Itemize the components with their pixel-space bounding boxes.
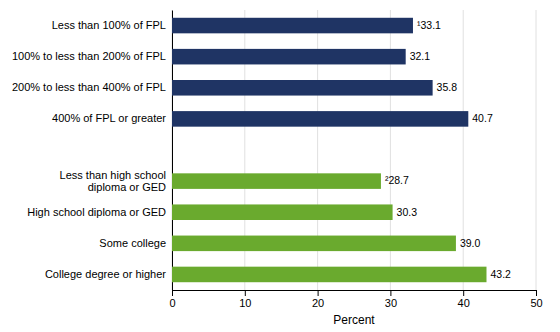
x-tick: 30 <box>385 290 397 309</box>
x-tick: 10 <box>239 290 251 309</box>
chart: 0 10 20 30 40 50 Less than 100% of FPL 100% to … <box>0 0 560 332</box>
y-tick-label-line: College degree or higher <box>45 268 166 280</box>
x-tick: 0 <box>169 290 175 309</box>
y-tick: 200% to less than 400% of FPL <box>12 81 166 93</box>
x-axis-line <box>173 291 537 297</box>
y-tick-label: College degree or higher <box>45 268 166 280</box>
data-label: 43.2 <box>490 268 511 280</box>
y-tick-label-line: Less than high school <box>60 169 166 181</box>
y-tick-label-line: High school diploma or GED <box>27 206 166 218</box>
y-tick-label-line: 100% to less than 200% of FPL <box>12 50 166 62</box>
x-tick-mark <box>318 290 319 296</box>
bar <box>172 49 406 65</box>
bar <box>172 173 381 189</box>
plot-area: 0 10 20 30 40 50 Less than 100% of FPL 100% to … <box>12 10 543 327</box>
bar <box>172 80 433 96</box>
y-tick: Less than 100% of FPL <box>52 19 166 31</box>
y-tick-label-line: Some college <box>99 237 166 249</box>
data-label: 32.1 <box>410 50 431 62</box>
bar <box>172 204 393 220</box>
x-tick: 40 <box>458 290 470 309</box>
y-tick: 400% of FPL or greater <box>52 112 166 124</box>
data-label: 30.3 <box>397 206 418 218</box>
y-tick: Some college <box>99 237 166 249</box>
bar <box>172 236 456 252</box>
y-tick: College degree or higher <box>45 268 166 280</box>
bar <box>172 267 486 283</box>
y-tick-label: 400% of FPL or greater <box>52 112 166 124</box>
y-tick: High school diploma or GED <box>27 206 166 218</box>
y-tick-label-line: diploma or GED <box>88 181 166 193</box>
x-tick-mark <box>463 290 464 296</box>
data-label: 40.7 <box>472 112 493 124</box>
y-tick-label: Less than 100% of FPL <box>52 19 166 31</box>
y-tick-label-line: Less than 100% of FPL <box>52 19 166 31</box>
grid-line <box>536 10 537 290</box>
y-tick: 100% to less than 200% of FPL <box>12 50 166 62</box>
grid <box>172 10 536 290</box>
x-tick-mark <box>245 290 246 296</box>
x-tick-label: 0 <box>169 297 175 309</box>
x-tick: 50 <box>530 290 542 309</box>
x-tick-mark <box>536 290 537 296</box>
y-tick-label: High school diploma or GED <box>27 206 166 218</box>
x-tick-mark <box>172 290 173 296</box>
y-tick-label-line: 200% to less than 400% of FPL <box>12 81 166 93</box>
y-tick-label: 200% to less than 400% of FPL <box>12 81 166 93</box>
data-label: 39.0 <box>460 237 481 249</box>
bar <box>172 18 413 34</box>
bars <box>172 18 486 282</box>
x-axis-title: Percent <box>333 313 375 327</box>
data-label: ²28.7 <box>385 174 409 186</box>
data-labels: ¹33.1 32.1 35.8 40.7 ²28.7 30.3 39.0 43.2 <box>385 19 511 280</box>
y-tick-label: 100% to less than 200% of FPL <box>12 50 166 62</box>
x-tick-label: 30 <box>385 297 397 309</box>
data-label: ¹33.1 <box>417 19 441 31</box>
x-tick-label: 20 <box>312 297 324 309</box>
y-tick-label-line: 400% of FPL or greater <box>52 112 166 124</box>
x-tick-mark <box>390 290 391 296</box>
x-tick: 20 <box>312 290 324 309</box>
y-axis: Less than 100% of FPL 100% to less than 2… <box>12 11 173 291</box>
x-tick-label: 10 <box>239 297 251 309</box>
bar <box>172 111 468 127</box>
y-tick-label: Less than high schooldiploma or GED <box>60 169 166 193</box>
data-label: 35.8 <box>437 81 458 93</box>
y-tick-label: Some college <box>99 237 166 249</box>
y-tick: Less than high schooldiploma or GED <box>60 169 166 193</box>
x-axis: 0 10 20 30 40 50 <box>169 290 542 309</box>
x-tick-label: 50 <box>530 297 542 309</box>
x-tick-label: 40 <box>458 297 470 309</box>
